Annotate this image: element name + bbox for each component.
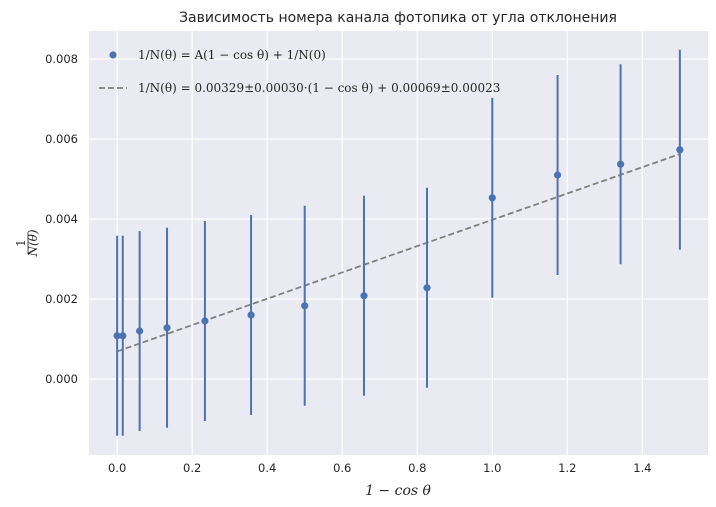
data-point: [247, 311, 255, 319]
fit-line-group: [116, 153, 681, 353]
grid-lines: [89, 31, 708, 455]
x-tick-label: 0.4: [258, 461, 276, 475]
fit-line: [116, 153, 681, 353]
legend: 1/N(θ) = A(1 − cos θ) + 1/N(0) 1/N(θ) = …: [99, 48, 500, 95]
legend-label-data: 1/N(θ) = A(1 − cos θ) + 1/N(0): [138, 48, 326, 62]
y-tick-label: 0.004: [45, 212, 78, 226]
x-tick-labels: 0.0 0.2 0.4 0.6 0.8 1.0 1.2 1.4: [108, 461, 652, 475]
data-point: [616, 160, 625, 168]
chart-title: Зависимость номера канала фотопика от уг…: [179, 10, 617, 26]
y-axis-label-denominator: N(θ): [26, 229, 40, 257]
data-point: [676, 146, 684, 154]
y-tick-label: 0.002: [45, 292, 78, 306]
data-point: [163, 324, 171, 332]
x-tick-label: 0.6: [333, 461, 351, 475]
data-point: [553, 171, 562, 179]
data-point: [360, 292, 368, 300]
data-point: [423, 284, 431, 292]
legend-label-fit: 1/N(θ) = 0.00329±0.00030·(1 − cos θ) + 0…: [138, 81, 500, 95]
x-tick-label: 1.0: [483, 461, 501, 475]
x-axis-label: 1 − cos θ: [365, 483, 431, 499]
x-tick-label: 0.0: [108, 461, 126, 475]
y-tick-labels: 0.000 0.002 0.004 0.006 0.008: [45, 52, 78, 386]
x-tick-label: 1.2: [558, 461, 576, 475]
y-axis-label-numerator: 1: [14, 239, 28, 247]
legend-marker-data: [109, 51, 117, 59]
data-point: [201, 317, 209, 325]
data-point: [113, 332, 121, 340]
data-point: [488, 194, 496, 202]
y-axis-label: 1 N(θ): [14, 229, 40, 257]
data-point: [119, 332, 127, 340]
data-point: [136, 327, 144, 335]
y-tick-label: 0.008: [45, 52, 78, 66]
y-tick-label: 0.006: [45, 132, 78, 146]
x-tick-label: 1.4: [633, 461, 651, 475]
data-point: [301, 302, 309, 310]
y-tick-label: 0.000: [45, 372, 78, 386]
errorbar-series: [113, 49, 684, 436]
x-tick-label: 0.2: [183, 461, 201, 475]
x-tick-label: 0.8: [408, 461, 426, 475]
